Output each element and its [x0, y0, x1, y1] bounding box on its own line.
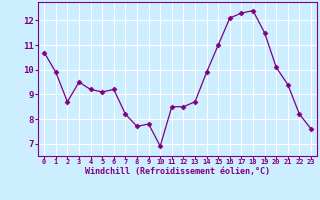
X-axis label: Windchill (Refroidissement éolien,°C): Windchill (Refroidissement éolien,°C) — [85, 167, 270, 176]
